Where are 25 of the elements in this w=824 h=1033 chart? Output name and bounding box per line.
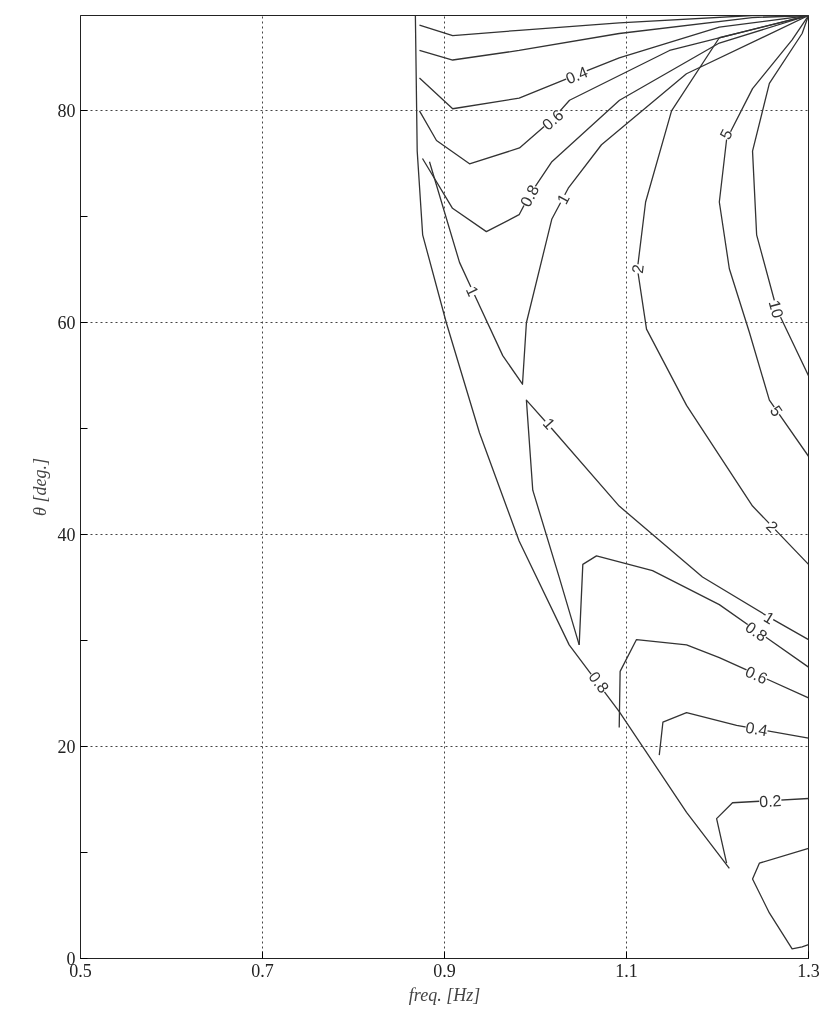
y-tick-label: 80 (57, 101, 76, 122)
annotation: 0.4 (563, 63, 591, 88)
annotation: 0.8 (516, 181, 543, 210)
y-tick-label: 40 (57, 525, 76, 546)
y-tick-label: 60 (57, 313, 76, 334)
annotation: 5 (716, 126, 736, 143)
annotation: 0.6 (538, 105, 567, 134)
x-axis-title: freq. [Hz] (408, 984, 481, 1005)
y-axis-title: θ [deg.] (29, 458, 50, 516)
x-tick-label: 1.1 (615, 960, 638, 981)
x-tick-label: 0.7 (251, 960, 274, 981)
annotation: 5 (766, 402, 786, 420)
x-tick-label: 0.9 (433, 960, 456, 981)
annotation: 10 (765, 298, 787, 321)
annotation: 0.6 (742, 662, 771, 688)
y-tick-label: 20 (57, 737, 76, 758)
annotation: 1 (539, 414, 559, 433)
annotation: 0.4 (744, 718, 770, 740)
annotation: 0.8 (585, 668, 613, 697)
annotation: 0.2 (758, 792, 782, 811)
annotation: 1 (462, 283, 482, 299)
annotation: 2 (762, 517, 782, 536)
x-tick-label: 1.3 (797, 960, 820, 981)
annotation: 2 (628, 263, 647, 275)
annotation: 1 (553, 191, 573, 207)
